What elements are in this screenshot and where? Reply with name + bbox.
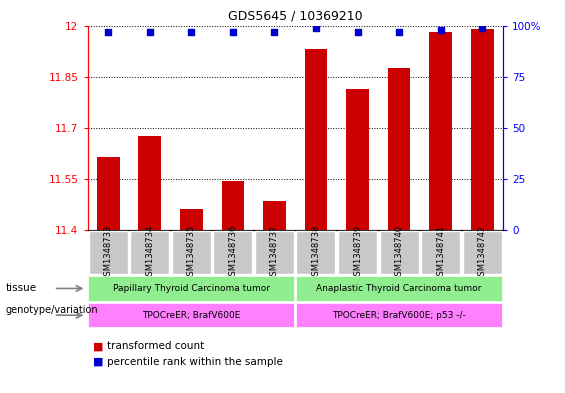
FancyBboxPatch shape [88, 303, 294, 327]
Text: ■: ■ [93, 341, 104, 351]
Bar [305, 50, 327, 230]
Bar [346, 88, 369, 230]
FancyBboxPatch shape [380, 231, 419, 274]
Point [104, 29, 113, 35]
Text: Papillary Thyroid Carcinoma tumor: Papillary Thyroid Carcinoma tumor [113, 284, 270, 293]
Point [311, 24, 320, 31]
Text: percentile rank within the sample: percentile rank within the sample [107, 357, 283, 367]
Bar [429, 32, 452, 230]
FancyBboxPatch shape [463, 231, 502, 274]
FancyBboxPatch shape [296, 276, 502, 301]
Point [270, 29, 279, 35]
FancyBboxPatch shape [131, 231, 170, 274]
Text: GSM1348735: GSM1348735 [187, 224, 196, 281]
Title: GDS5645 / 10369210: GDS5645 / 10369210 [228, 10, 363, 23]
Bar [471, 29, 493, 230]
Text: tissue: tissue [6, 283, 37, 294]
FancyBboxPatch shape [421, 231, 460, 274]
Point [145, 29, 154, 35]
FancyBboxPatch shape [296, 303, 502, 327]
FancyBboxPatch shape [172, 231, 211, 274]
Text: Anaplastic Thyroid Carcinoma tumor: Anaplastic Thyroid Carcinoma tumor [316, 284, 482, 293]
Text: ■: ■ [93, 357, 104, 367]
Bar [97, 157, 120, 230]
Text: GSM1348736: GSM1348736 [228, 224, 237, 281]
Bar [180, 209, 203, 230]
Text: GSM1348738: GSM1348738 [311, 224, 320, 281]
Text: GSM1348739: GSM1348739 [353, 224, 362, 281]
Text: GSM1348734: GSM1348734 [145, 224, 154, 281]
Point [353, 29, 362, 35]
FancyBboxPatch shape [255, 231, 294, 274]
Point [477, 24, 486, 31]
Text: GSM1348737: GSM1348737 [270, 224, 279, 281]
FancyBboxPatch shape [338, 231, 377, 274]
Text: GSM1348740: GSM1348740 [394, 224, 403, 281]
Text: TPOCreER; BrafV600E: TPOCreER; BrafV600E [142, 311, 241, 320]
FancyBboxPatch shape [297, 231, 336, 274]
FancyBboxPatch shape [214, 231, 253, 274]
Bar [138, 136, 161, 230]
FancyBboxPatch shape [88, 276, 294, 301]
Point [187, 29, 196, 35]
Text: transformed count: transformed count [107, 341, 205, 351]
Text: genotype/variation: genotype/variation [6, 305, 98, 316]
Point [436, 26, 445, 33]
Text: GSM1348742: GSM1348742 [477, 224, 486, 281]
Point [394, 29, 403, 35]
Text: TPOCreER; BrafV600E; p53 -/-: TPOCreER; BrafV600E; p53 -/- [332, 311, 466, 320]
Text: GSM1348733: GSM1348733 [104, 224, 113, 281]
Point [228, 29, 237, 35]
FancyBboxPatch shape [89, 231, 128, 274]
Bar [388, 68, 410, 230]
Bar [263, 201, 286, 230]
Text: GSM1348741: GSM1348741 [436, 224, 445, 281]
Bar [221, 180, 244, 230]
